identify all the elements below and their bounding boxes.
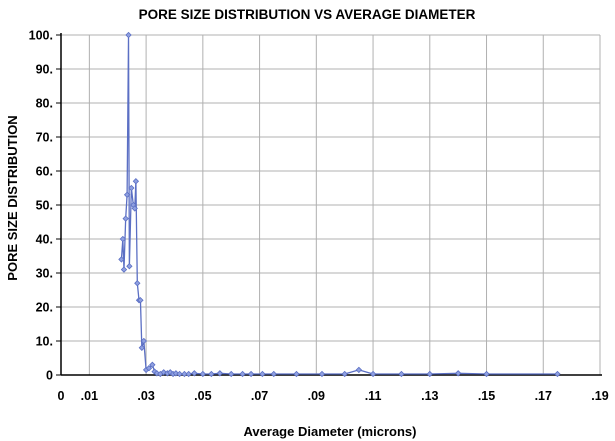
y-tick-label: 100. <box>29 29 53 43</box>
data-point <box>123 191 131 198</box>
data-point <box>259 370 266 378</box>
data-point <box>140 337 148 345</box>
y-tick-label: 0 <box>46 369 53 383</box>
grid <box>61 34 601 375</box>
axes <box>56 33 602 376</box>
data-point <box>118 256 125 263</box>
data-point <box>131 205 138 212</box>
data-point <box>454 370 462 377</box>
x-tick-labels: 0 .01 .03 .05 .07 .09 .11 .13 .15 .17 .19 <box>58 389 609 403</box>
y-tick-label: 80. <box>36 97 53 111</box>
series-line <box>120 34 558 375</box>
x-tick-label: .07 <box>251 389 268 403</box>
data-series <box>118 31 561 378</box>
y-tick-label: 30. <box>36 267 53 281</box>
data-point <box>228 370 235 378</box>
y-tick-label: 10. <box>36 335 53 349</box>
data-point <box>128 184 135 192</box>
y-tick-label: 50. <box>36 199 53 213</box>
data-point <box>126 263 133 270</box>
x-tick-label: .05 <box>194 389 211 403</box>
x-tick-label: .19 <box>591 389 608 403</box>
data-point <box>369 370 377 378</box>
data-point <box>145 365 153 372</box>
data-point <box>483 370 490 378</box>
y-axis-label: PORE SIZE DISTRIBUTION <box>5 115 20 280</box>
data-point <box>181 370 188 378</box>
data-point <box>185 370 192 378</box>
y-tick-label: 90. <box>36 63 53 77</box>
data-point <box>270 370 277 378</box>
x-tick-label: .09 <box>308 389 325 403</box>
data-point <box>398 370 405 378</box>
data-point <box>120 266 128 273</box>
x-axis-label: Average Diameter (microns) <box>244 424 417 439</box>
data-point <box>191 370 198 377</box>
data-point <box>293 370 300 378</box>
data-point <box>137 297 144 304</box>
data-point <box>426 370 433 378</box>
data-point <box>167 369 174 376</box>
data-point <box>132 178 140 185</box>
x-tick-label: 0 <box>58 389 65 403</box>
data-point <box>172 370 180 377</box>
x-tick-label: .15 <box>478 389 495 403</box>
x-tick-label: .17 <box>535 389 552 403</box>
x-tick-label: .13 <box>421 389 438 403</box>
data-point <box>247 370 255 378</box>
data-point <box>153 370 161 377</box>
y-tick-label: 60. <box>36 165 53 179</box>
data-point <box>318 370 326 378</box>
y-tick-label: 40. <box>36 233 53 247</box>
data-point <box>239 370 246 378</box>
data-point <box>119 235 127 243</box>
x-tick-label: .03 <box>137 389 154 403</box>
x-tick-label: .11 <box>365 389 382 403</box>
data-point <box>208 370 215 378</box>
x-tick-label: .01 <box>81 389 98 403</box>
chart-title: PORE SIZE DISTRIBUTION VS AVERAGE DIAMET… <box>139 7 476 22</box>
data-point <box>138 344 146 351</box>
y-tick-labels: 0 10. 20. 30. 40. 50. 60. 70. 80. 90. 100. <box>29 29 53 383</box>
data-point <box>216 370 224 377</box>
data-point <box>176 370 183 378</box>
data-point <box>125 31 132 39</box>
y-tick-label: 20. <box>36 301 53 315</box>
data-point <box>199 370 207 378</box>
data-point <box>554 370 561 378</box>
data-point <box>149 361 156 368</box>
data-point <box>122 215 129 222</box>
data-point <box>160 369 167 376</box>
data-point <box>341 370 348 378</box>
y-tick-label: 70. <box>36 131 53 145</box>
data-point <box>355 366 363 374</box>
data-point <box>134 280 141 287</box>
